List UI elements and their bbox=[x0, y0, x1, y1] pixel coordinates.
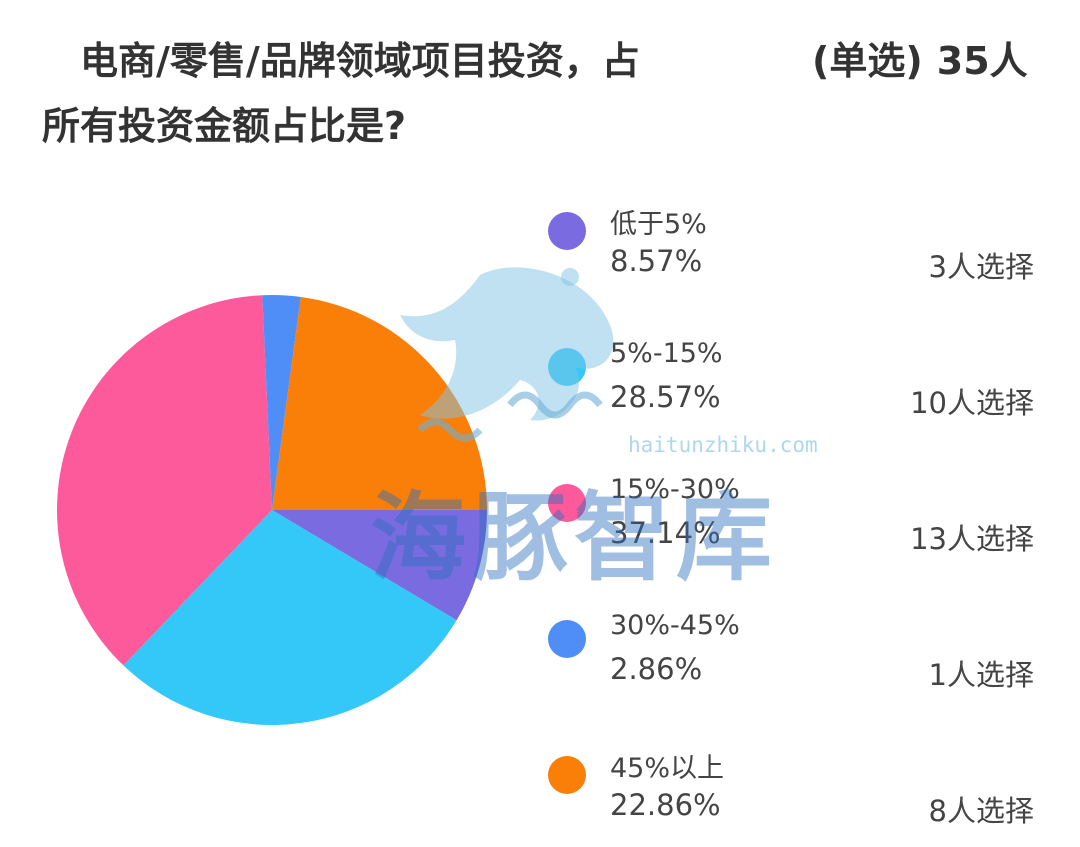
pie-slice-1 bbox=[123, 510, 457, 726]
legend-item-2: 15%-30% 37.14% 13人选择 bbox=[548, 474, 1038, 564]
legend-label: 低于5% bbox=[610, 209, 707, 240]
legend-count: 13人选择 bbox=[910, 522, 1034, 556]
pie-slice-4 bbox=[272, 296, 487, 510]
legend-swatch bbox=[548, 620, 586, 658]
legend-item-3: 30%-45% 2.86% 1人选择 bbox=[548, 610, 1038, 700]
chart-title-line2: 所有投资金额占比是? bbox=[42, 104, 407, 148]
pie-slice-2 bbox=[56, 295, 273, 666]
pie-slice-0 bbox=[272, 510, 487, 621]
legend-label: 15%-30% bbox=[610, 474, 740, 505]
legend-percent: 37.14% bbox=[610, 516, 721, 550]
legend-count: 8人选择 bbox=[928, 794, 1034, 828]
question-meta: (单选) 35人 bbox=[812, 30, 1028, 85]
legend-label: 30%-45% bbox=[610, 610, 740, 641]
legend-percent: 28.57% bbox=[610, 380, 721, 414]
legend-swatch bbox=[548, 348, 586, 386]
legend-label: 5%-15% bbox=[610, 338, 723, 369]
legend-item-0: 低于5% 8.57% 3人选择 bbox=[548, 202, 1038, 292]
legend-swatch bbox=[548, 756, 586, 794]
legend-count: 3人选择 bbox=[928, 250, 1034, 284]
legend-swatch bbox=[548, 484, 586, 522]
question-type-label: (单选) bbox=[812, 39, 923, 83]
legend-percent: 8.57% bbox=[610, 244, 703, 278]
pie-slice-3 bbox=[262, 295, 301, 510]
respondent-count: 35人 bbox=[936, 39, 1028, 83]
legend-percent: 2.86% bbox=[610, 652, 703, 686]
legend-item-1: 5%-15% 28.57% 10人选择 bbox=[548, 338, 1038, 428]
legend-count: 1人选择 bbox=[928, 658, 1034, 692]
legend-count: 10人选择 bbox=[910, 386, 1034, 420]
legend-percent: 22.86% bbox=[610, 788, 721, 822]
legend-item-4: 45%以上 22.86% 8人选择 bbox=[548, 746, 1038, 836]
chart-title-line1: 电商/零售/品牌领域项目投资，占 bbox=[80, 39, 640, 83]
legend-label: 45%以上 bbox=[610, 753, 725, 784]
legend-swatch bbox=[548, 212, 586, 250]
